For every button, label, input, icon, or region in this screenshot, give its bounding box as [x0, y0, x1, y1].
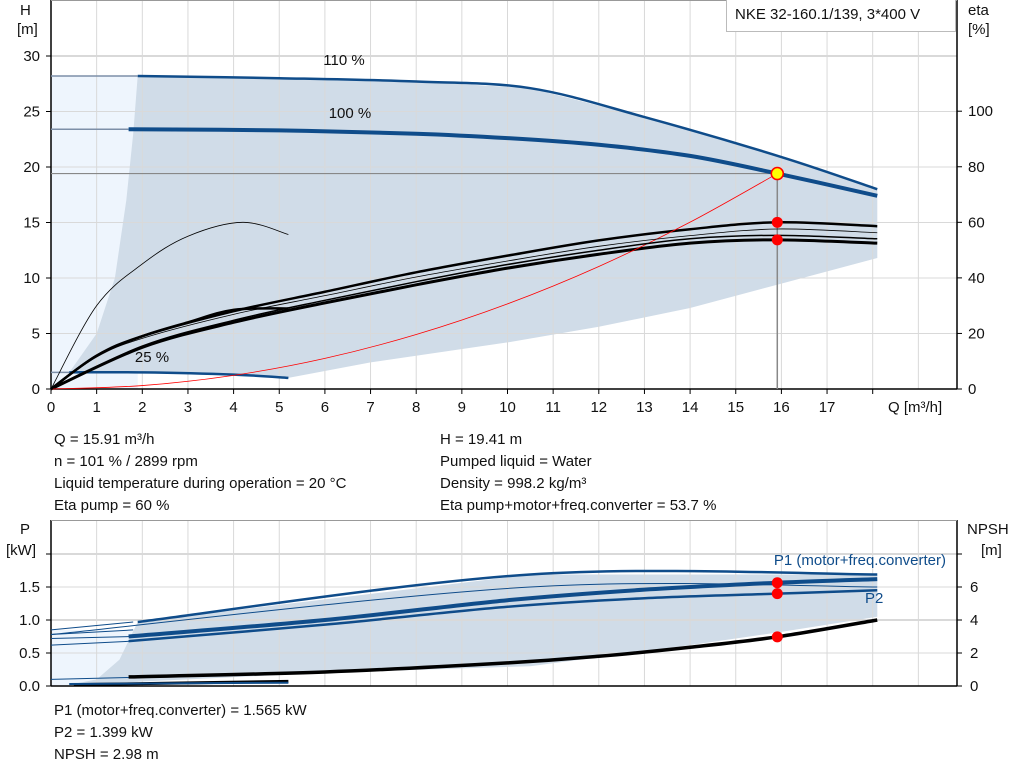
legend-p1: P1 (motor+freq.converter): [774, 552, 946, 569]
power-range-area: [69, 574, 878, 685]
curve-eta-total-25: [50, 307, 289, 391]
p-tick-label: 1.5: [19, 579, 40, 596]
y2-tick-label: 20: [968, 325, 985, 342]
eta-total-point: [771, 234, 783, 246]
x-tick-label: 15: [727, 399, 744, 416]
npsh-point: [771, 631, 783, 643]
y2-axis-title: eta: [968, 2, 990, 19]
x-tick-label: 4: [229, 399, 237, 416]
x-tick-label: 13: [636, 399, 653, 416]
info-npsh: NPSH = 2.98 m: [54, 746, 159, 763]
info-temp: Liquid temperature during operation = 20…: [54, 475, 347, 492]
y-tick-label: 5: [32, 326, 40, 343]
p1-point: [771, 577, 783, 589]
info-density: Density = 998.2 kg/m³: [440, 475, 587, 492]
npsh-axis-title: NPSH: [967, 521, 1009, 538]
info-bottom: P1 (motor+freq.converter) = 1.565 kW P2 …: [54, 700, 307, 766]
power-curve-extension: [50, 621, 134, 631]
y-tick-label: 10: [23, 270, 40, 287]
curve-eta-pump-secondary: [50, 228, 878, 390]
x-tick-label: 10: [499, 399, 516, 416]
y2-axis-unit: [%]: [968, 21, 990, 38]
curve-label: 100 %: [329, 105, 372, 122]
curve-eta-total-secondary: [50, 234, 878, 390]
eta-pump-point: [771, 216, 783, 228]
y-tick-label: 20: [23, 159, 40, 176]
x-tick-label: 17: [819, 399, 836, 416]
y-tick-label: 25: [23, 104, 40, 121]
x-tick-label: 5: [275, 399, 283, 416]
y2-tick-label: 60: [968, 214, 985, 231]
x-tick-label: 3: [184, 399, 192, 416]
y-tick-label: 30: [23, 48, 40, 65]
info-h: H = 19.41 m: [440, 431, 523, 448]
info-p1: P1 (motor+freq.converter) = 1.565 kW: [54, 702, 307, 719]
curve-system-curve: [50, 173, 778, 390]
y2-tick-label: 100: [968, 103, 993, 120]
curve-eta-pump-25: [50, 221, 289, 390]
p-axis-title: P: [20, 521, 30, 538]
info-liquid: Pumped liquid = Water: [440, 453, 592, 470]
npsh-axis-unit: [m]: [981, 542, 1002, 559]
duty-point: [770, 166, 785, 181]
x-tick-label: 0: [47, 399, 55, 416]
info-q: Q = 15.91 m³/h: [54, 431, 155, 448]
power-curve-extension: [50, 640, 134, 646]
x-tick-label: 12: [590, 399, 607, 416]
x-tick-label: 1: [92, 399, 100, 416]
p-tick-label: 0.0: [19, 678, 40, 695]
curve-p1-110: [137, 569, 878, 624]
x-tick-label: 9: [458, 399, 466, 416]
power-curve-extension: [50, 636, 134, 639]
curve-eta-total: [50, 238, 878, 391]
power-curve-extension: [50, 676, 134, 680]
p-tick-label: 1.0: [19, 612, 40, 629]
p-tick-label: 0.5: [19, 645, 40, 662]
power-curve-extension: [50, 629, 134, 636]
y-axis-title: H: [20, 2, 31, 19]
x-tick-label: 14: [682, 399, 699, 416]
npsh-tick-label: 4: [970, 612, 978, 629]
title-box: NKE 32-160.1/139, 3*400 V: [726, 0, 956, 32]
curve-label: 110 %: [323, 52, 364, 69]
y-tick-label: 0: [32, 381, 40, 398]
y2-tick-label: 0: [968, 381, 976, 398]
info-right: H = 19.41 m Pumped liquid = Water Densit…: [440, 429, 716, 517]
legend-p2: P2: [865, 590, 883, 607]
curve-p-25-blue: [69, 681, 289, 686]
p2-point: [771, 588, 783, 600]
x-tick-label: 11: [545, 399, 561, 416]
x-tick-label: 8: [412, 399, 420, 416]
p-axis-unit: [kW]: [6, 542, 36, 559]
curve-speed-100: [128, 127, 878, 198]
npsh-tick-label: 2: [970, 645, 978, 662]
curve-speed-25: [69, 370, 289, 380]
x-tick-label: 6: [321, 399, 329, 416]
x-tick-label: 7: [366, 399, 374, 416]
info-p2: P2 = 1.399 kW: [54, 724, 153, 741]
info-left: Q = 15.91 m³/h n = 101 % / 2899 rpm Liqu…: [54, 429, 346, 517]
y2-tick-label: 40: [968, 270, 985, 287]
x-tick-label: 16: [773, 399, 790, 416]
curve-label: 25 %: [135, 349, 169, 366]
npsh-tick-label: 0: [970, 678, 978, 695]
y2-tick-label: 80: [968, 159, 985, 176]
curve-speed-110: [137, 74, 878, 191]
info-n: n = 101 % / 2899 rpm: [54, 453, 198, 470]
y-axis-unit: [m]: [17, 21, 38, 38]
info-eta-total: Eta pump+motor+freq.converter = 53.7 %: [440, 497, 717, 514]
curve-p2-110: [50, 582, 878, 636]
y-tick-label: 15: [23, 215, 40, 232]
npsh-tick-label: 6: [970, 579, 978, 596]
info-eta-pump: Eta pump = 60 %: [54, 497, 170, 514]
x-tick-label: 2: [138, 399, 146, 416]
x-axis-title: Q [m³/h]: [888, 399, 942, 416]
